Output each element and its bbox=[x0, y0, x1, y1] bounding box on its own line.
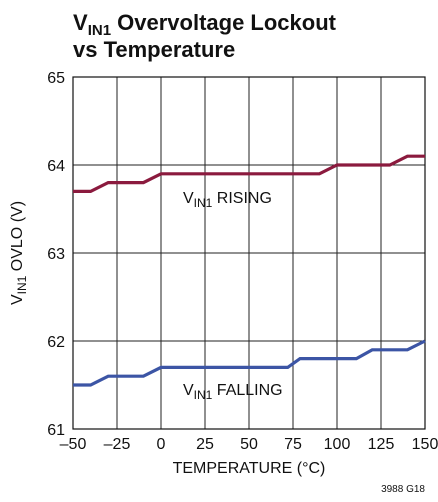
label-part: RISING bbox=[212, 190, 272, 207]
x-tick-label: 150 bbox=[412, 436, 438, 453]
x-tick-label: 0 bbox=[157, 436, 166, 453]
label-part: FALLING bbox=[212, 382, 282, 399]
series-line bbox=[73, 339, 426, 387]
chart-title: VIN1 Overvoltage Lockout bbox=[73, 10, 337, 39]
label-sub: IN1 bbox=[194, 388, 213, 402]
plot-frame bbox=[72, 76, 426, 430]
x-tick-label: 25 bbox=[196, 436, 214, 453]
x-tick-label: –25 bbox=[104, 436, 131, 453]
label-sub: IN1 bbox=[194, 196, 213, 210]
y-tick-label: 62 bbox=[47, 334, 65, 351]
series-label: VIN1 RISING bbox=[183, 190, 272, 210]
footnote: 3988 G18 bbox=[381, 484, 425, 495]
title-sub: IN1 bbox=[88, 22, 111, 39]
y-axis-label: VIN1 OVLO (V) bbox=[9, 201, 29, 305]
y-tick-label: 65 bbox=[47, 70, 65, 87]
ylabel-part: V bbox=[9, 294, 26, 305]
title-part: Overvoltage Lockout bbox=[111, 10, 337, 35]
y-tick-label: 63 bbox=[47, 246, 65, 263]
y-tick-label: 61 bbox=[47, 422, 65, 439]
x-tick-label: 125 bbox=[368, 436, 395, 453]
chart-title: vs Temperature bbox=[73, 37, 235, 62]
x-tick-label: –50 bbox=[60, 436, 87, 453]
x-tick-label: 100 bbox=[324, 436, 351, 453]
ylabel-sub: IN1 bbox=[15, 275, 29, 294]
series-line bbox=[73, 154, 425, 193]
title-part: V bbox=[73, 10, 88, 35]
x-tick-label: 75 bbox=[284, 436, 302, 453]
x-axis-label: TEMPERATURE (°C) bbox=[173, 460, 326, 477]
y-tick-label: 64 bbox=[47, 158, 65, 175]
ylabel-part: OVLO (V) bbox=[9, 201, 26, 276]
series-label: VIN1 FALLING bbox=[183, 382, 283, 402]
x-tick-label: 50 bbox=[240, 436, 258, 453]
label-part: V bbox=[183, 190, 194, 207]
label-part: V bbox=[183, 382, 194, 399]
